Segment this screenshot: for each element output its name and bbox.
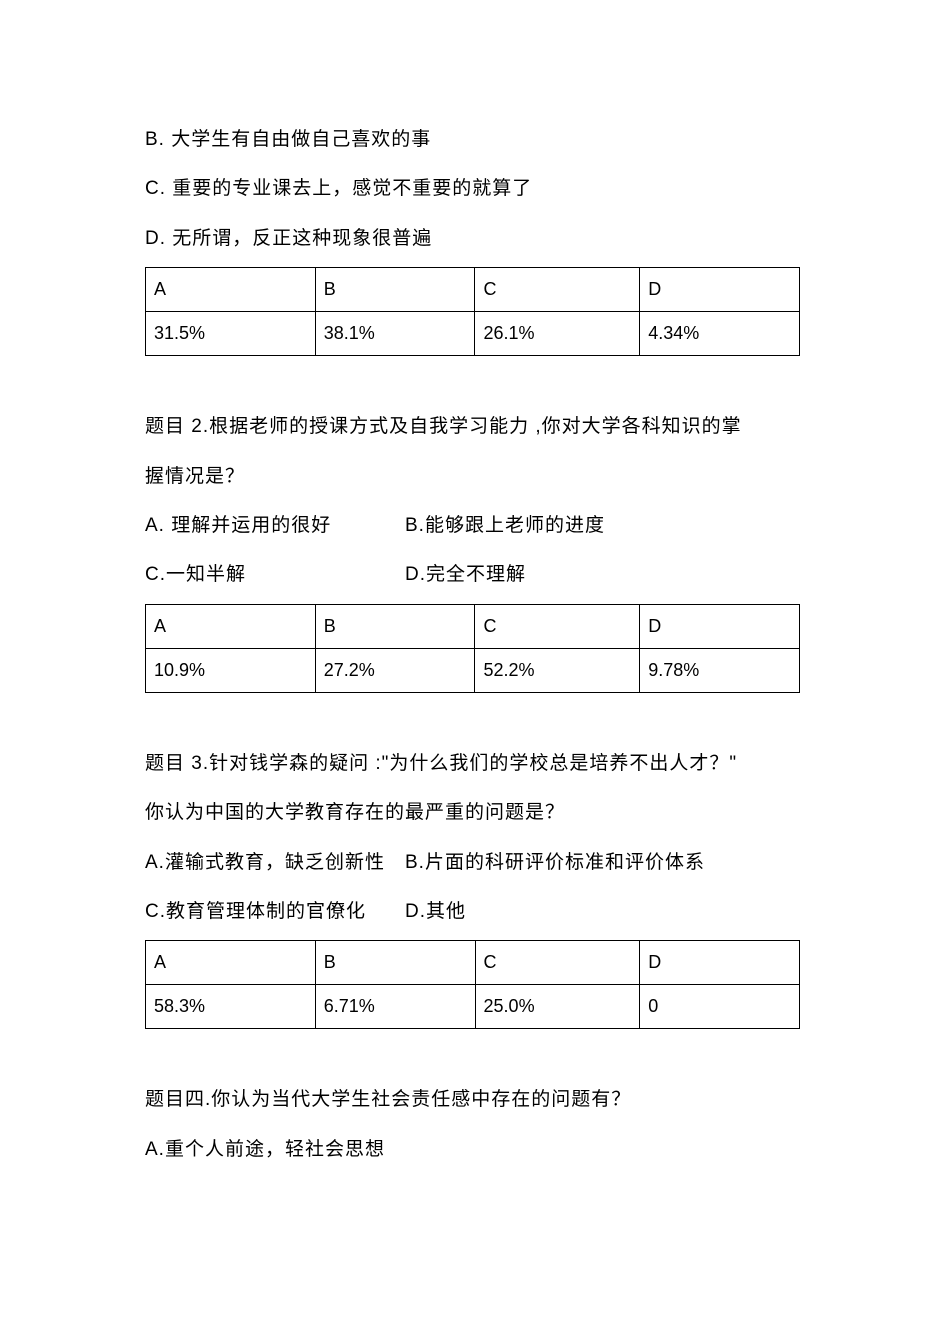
cell: A <box>146 604 316 648</box>
cell: 27.2% <box>315 648 475 692</box>
cell: 25.0% <box>475 985 640 1029</box>
cell: C <box>475 604 640 648</box>
cell: A <box>146 268 316 312</box>
q2-text-line2: 握情况是？ <box>145 452 805 501</box>
q4-text: 题目四.你认为当代大学生社会责任感中存在的问题有？ <box>145 1075 805 1124</box>
q3-text-line1: 题目 3.针对钱学森的疑问 :"为什么我们的学校总是培养不出人才？" <box>145 739 805 788</box>
cell: B <box>315 268 475 312</box>
table-row: A B C D <box>146 268 800 312</box>
q1-option-d: D. 无所谓，反正这种现象很普遍 <box>145 214 805 263</box>
q2-option-b: B.能够跟上老师的进度 <box>405 501 605 550</box>
q3-text-line2: 你认为中国的大学教育存在的最严重的问题是？ <box>145 788 805 837</box>
q4-option-a: A.重个人前途，轻社会思想 <box>145 1125 805 1174</box>
q2-option-a: A. 理解并运用的很好 <box>145 501 405 550</box>
cell: 52.2% <box>475 648 640 692</box>
cell: 4.34% <box>640 312 800 356</box>
cell: 0 <box>640 985 800 1029</box>
cell: 26.1% <box>475 312 640 356</box>
cell: B <box>315 604 475 648</box>
table-row: 31.5% 38.1% 26.1% 4.34% <box>146 312 800 356</box>
q3-option-c: C.教育管理体制的官僚化 <box>145 887 405 936</box>
cell: D <box>640 268 800 312</box>
cell: 6.71% <box>315 985 475 1029</box>
cell: B <box>315 941 475 985</box>
q2-options-row1: A. 理解并运用的很好 B.能够跟上老师的进度 <box>145 501 805 550</box>
q2-table: A B C D 10.9% 27.2% 52.2% 9.78% <box>145 604 800 693</box>
cell: 9.78% <box>640 648 800 692</box>
q3-table: A B C D 58.3% 6.71% 25.0% 0 <box>145 940 800 1029</box>
cell: 58.3% <box>146 985 316 1029</box>
cell: A <box>146 941 316 985</box>
cell: D <box>640 604 800 648</box>
table-row: 10.9% 27.2% 52.2% 9.78% <box>146 648 800 692</box>
q3-option-b: B.片面的科研评价标准和评价体系 <box>405 838 705 887</box>
q3-option-a: A.灌输式教育，缺乏创新性 <box>145 838 405 887</box>
q2-option-d: D.完全不理解 <box>405 550 526 599</box>
table-row: A B C D <box>146 941 800 985</box>
q1-table: A B C D 31.5% 38.1% 26.1% 4.34% <box>145 267 800 356</box>
cell: 10.9% <box>146 648 316 692</box>
q1-option-b: B. 大学生有自由做自己喜欢的事 <box>145 115 805 164</box>
table-row: 58.3% 6.71% 25.0% 0 <box>146 985 800 1029</box>
q2-text-line1: 题目 2.根据老师的授课方式及自我学习能力 ,你对大学各科知识的掌 <box>145 402 805 451</box>
cell: 38.1% <box>315 312 475 356</box>
q3-options-row2: C.教育管理体制的官僚化 D.其他 <box>145 887 805 936</box>
q3-option-d: D.其他 <box>405 887 466 936</box>
table-row: A B C D <box>146 604 800 648</box>
cell: D <box>640 941 800 985</box>
cell: C <box>475 941 640 985</box>
q1-option-c: C. 重要的专业课去上，感觉不重要的就算了 <box>145 164 805 213</box>
q2-options-row2: C.一知半解 D.完全不理解 <box>145 550 805 599</box>
cell: 31.5% <box>146 312 316 356</box>
q3-options-row1: A.灌输式教育，缺乏创新性 B.片面的科研评价标准和评价体系 <box>145 838 805 887</box>
cell: C <box>475 268 640 312</box>
q2-option-c: C.一知半解 <box>145 550 405 599</box>
